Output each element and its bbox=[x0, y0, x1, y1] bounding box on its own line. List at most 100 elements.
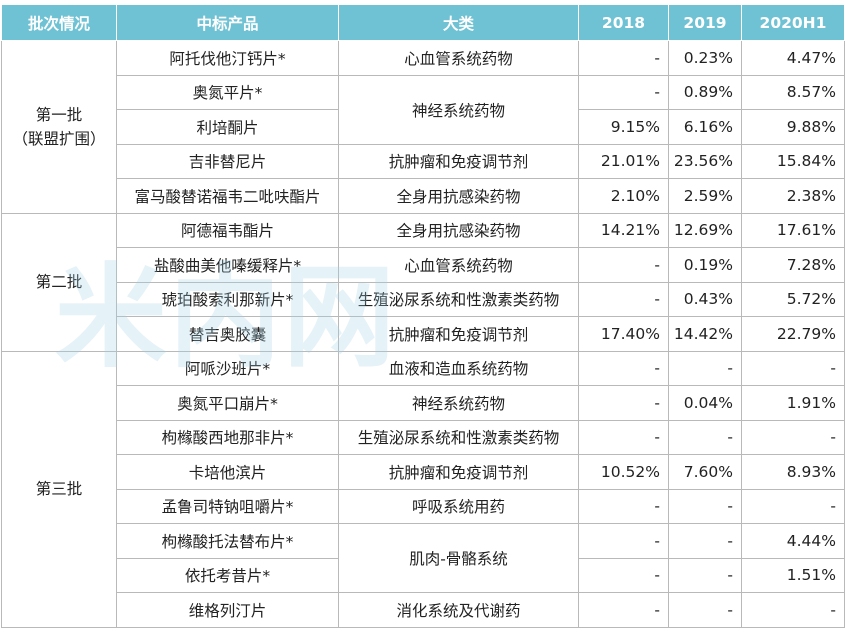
batch-sublabel: （联盟扩围） bbox=[12, 129, 106, 148]
table-row: 盐酸曲美他嗪缓释片* 心血管系统药物 - 0.19% 7.28% bbox=[2, 247, 845, 283]
category-cell: 生殖泌尿系统和性激素类药物 bbox=[338, 419, 579, 455]
value-2019: - bbox=[668, 419, 742, 455]
value-2018: 2.10% bbox=[578, 178, 669, 214]
value-2018: 17.40% bbox=[578, 316, 669, 352]
batch-label: 第一批 bbox=[35, 105, 83, 124]
product-cell: 阿哌沙班片* bbox=[116, 350, 339, 386]
table-row: 维格列汀片 消化系统及代谢药 - - - bbox=[2, 592, 845, 628]
value-2018: - bbox=[578, 488, 669, 524]
product-cell: 奥氮平口崩片* bbox=[116, 385, 339, 421]
value-2019: 14.42% bbox=[668, 316, 742, 352]
product-cell: 枸橼酸托法替布片* bbox=[116, 523, 339, 559]
category-cell: 全身用抗感染药物 bbox=[338, 178, 579, 214]
category-cell: 呼吸系统用药 bbox=[338, 488, 579, 524]
table-row: 吉非替尼片 抗肿瘤和免疫调节剂 21.01% 23.56% 15.84% bbox=[2, 143, 845, 179]
product-cell: 盐酸曲美他嗪缓释片* bbox=[116, 247, 339, 283]
category-cell: 抗肿瘤和免疫调节剂 bbox=[338, 143, 579, 179]
table-row: 枸橼酸西地那非片* 生殖泌尿系统和性激素类药物 - - - bbox=[2, 419, 845, 455]
value-2018: - bbox=[578, 247, 669, 283]
product-cell: 阿托伐他汀钙片* bbox=[116, 40, 339, 76]
value-2019: 0.23% bbox=[668, 40, 742, 76]
product-cell: 富马酸替诺福韦二吡呋酯片 bbox=[116, 178, 339, 214]
value-2020h1: 17.61% bbox=[741, 212, 845, 248]
value-2019: - bbox=[668, 350, 742, 386]
value-2018: - bbox=[578, 281, 669, 317]
value-2020h1: 8.57% bbox=[741, 74, 845, 110]
value-2018: - bbox=[578, 40, 669, 76]
value-2018: - bbox=[578, 523, 669, 559]
table-row: 第一批 （联盟扩围） 阿托伐他汀钙片* 心血管系统药物 - 0.23% 4.47… bbox=[1, 40, 845, 214]
value-2020h1: 22.79% bbox=[741, 316, 845, 352]
table-row: 第三批 阿哌沙班片* 血液和造血系统药物 - - - bbox=[1, 350, 845, 628]
value-2019: - bbox=[668, 592, 742, 628]
table-row: 依托考昔片* - - 1.51% bbox=[2, 557, 845, 593]
value-2019: 0.89% bbox=[668, 74, 742, 110]
value-2019: - bbox=[668, 488, 742, 524]
product-cell: 孟鲁司特钠咀嚼片* bbox=[116, 488, 339, 524]
batch-label: 第三批 bbox=[35, 480, 83, 498]
header-product: 中标产品 bbox=[116, 4, 339, 41]
category-cell: 肌肉-骨骼系统 bbox=[338, 523, 579, 593]
header-category: 大类 bbox=[338, 4, 579, 41]
value-2020h1: - bbox=[741, 592, 845, 628]
data-table: 批次情况 中标产品 大类 2018 2019 2020H1 第一批 （联盟扩围）… bbox=[1, 4, 845, 628]
header-2020h1: 2020H1 bbox=[741, 4, 845, 41]
value-2019: 12.69% bbox=[668, 212, 742, 248]
value-2019: 2.59% bbox=[668, 178, 742, 214]
category-cell: 生殖泌尿系统和性激素类药物 bbox=[338, 281, 579, 317]
product-cell: 琥珀酸索利那新片* bbox=[116, 281, 339, 317]
batch-cell-3: 第三批 bbox=[1, 350, 117, 628]
table-row: 富马酸替诺福韦二吡呋酯片 全身用抗感染药物 2.10% 2.59% 2.38% bbox=[2, 178, 845, 214]
value-2018: - bbox=[578, 350, 669, 386]
product-cell: 依托考昔片* bbox=[116, 557, 339, 593]
value-2018: - bbox=[578, 592, 669, 628]
category-cell: 抗肿瘤和免疫调节剂 bbox=[338, 454, 579, 490]
product-cell: 替吉奥胶囊 bbox=[116, 316, 339, 352]
value-2018: 10.52% bbox=[578, 454, 669, 490]
value-2019: - bbox=[668, 523, 742, 559]
header-2019: 2019 bbox=[668, 4, 742, 41]
batch-label: 第二批 bbox=[35, 273, 83, 291]
value-2020h1: - bbox=[741, 350, 845, 386]
product-cell: 奥氮平片* bbox=[116, 74, 339, 110]
value-2018: - bbox=[578, 385, 669, 421]
value-2020h1: - bbox=[741, 419, 845, 455]
value-2018: 14.21% bbox=[578, 212, 669, 248]
product-cell: 阿德福韦酯片 bbox=[116, 212, 339, 248]
value-2020h1: 4.44% bbox=[741, 523, 845, 559]
value-2019: 6.16% bbox=[668, 109, 742, 145]
table-row: 奥氮平口崩片* 神经系统药物 - 0.04% 1.91% bbox=[2, 385, 845, 421]
header-2018: 2018 bbox=[578, 4, 669, 41]
value-2020h1: 4.47% bbox=[741, 40, 845, 76]
product-cell: 吉非替尼片 bbox=[116, 143, 339, 179]
product-cell: 维格列汀片 bbox=[116, 592, 339, 628]
table-row: 第二批 阿德福韦酯片 全身用抗感染药物 14.21% 12.69% 17.61% bbox=[1, 212, 845, 352]
table-row: 利培酮片 9.15% 6.16% 9.88% bbox=[2, 109, 845, 145]
category-cell: 心血管系统药物 bbox=[338, 247, 579, 283]
category-cell: 神经系统药物 bbox=[338, 74, 579, 145]
category-cell: 全身用抗感染药物 bbox=[338, 212, 579, 248]
value-2020h1: 5.72% bbox=[741, 281, 845, 317]
table-row: 枸橼酸托法替布片* 肌肉-骨骼系统 - - 4.44% bbox=[2, 523, 845, 593]
value-2020h1: 1.51% bbox=[741, 557, 845, 593]
value-2019: 23.56% bbox=[668, 143, 742, 179]
value-2018: - bbox=[578, 557, 669, 593]
table-row: 卡培他滨片 抗肿瘤和免疫调节剂 10.52% 7.60% 8.93% bbox=[2, 454, 845, 490]
value-2018: - bbox=[578, 419, 669, 455]
value-2020h1: 9.88% bbox=[741, 109, 845, 145]
value-2018: 21.01% bbox=[578, 143, 669, 179]
value-2020h1: 7.28% bbox=[741, 247, 845, 283]
value-2020h1: 8.93% bbox=[741, 454, 845, 490]
header-row: 批次情况 中标产品 大类 2018 2019 2020H1 bbox=[1, 4, 845, 41]
category-cell: 血液和造血系统药物 bbox=[338, 350, 579, 386]
value-2019: 0.19% bbox=[668, 247, 742, 283]
value-2019: 7.60% bbox=[668, 454, 742, 490]
batch-cell-2: 第二批 bbox=[1, 212, 117, 352]
value-2018: - bbox=[578, 74, 669, 110]
category-cell: 消化系统及代谢药 bbox=[338, 592, 579, 628]
value-2019: - bbox=[668, 557, 742, 593]
product-cell: 卡培他滨片 bbox=[116, 454, 339, 490]
value-2020h1: - bbox=[741, 488, 845, 524]
batch-cell-1: 第一批 （联盟扩围） bbox=[1, 40, 117, 214]
